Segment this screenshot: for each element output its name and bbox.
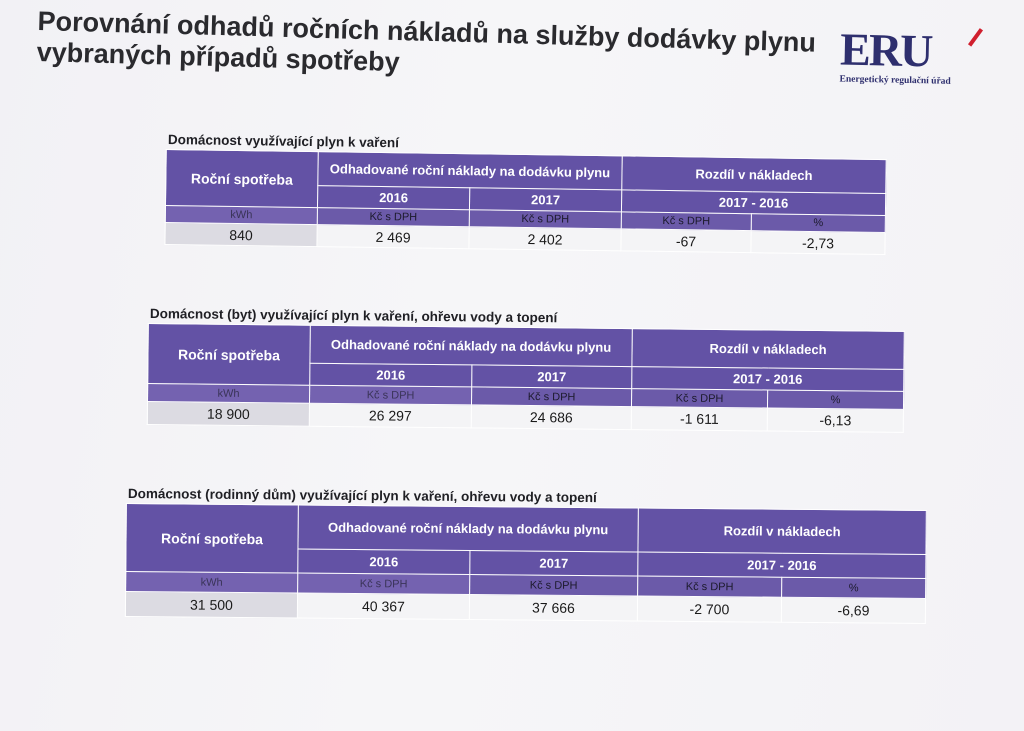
eru-logo: ERU Energetický regulační úřad xyxy=(839,23,985,95)
unit-czk: Kč s DPH xyxy=(631,388,768,408)
cell-consumption: 18 900 xyxy=(147,401,310,427)
cell-diff-percent: -6,69 xyxy=(781,597,926,624)
cost-table: Roční spotřeba Odhadované roční náklady … xyxy=(147,323,905,433)
cell-diff-percent: -6,13 xyxy=(767,407,904,433)
header-estimated-costs: Odhadované roční náklady na dodávku plyn… xyxy=(317,151,623,190)
header-annual-consumption: Roční spotřeba xyxy=(165,149,319,208)
cell-cost-2016: 40 367 xyxy=(297,593,470,620)
cell-cost-2016: 26 297 xyxy=(309,403,472,428)
cost-table: Roční spotřeba Odhadované roční náklady … xyxy=(125,503,927,624)
header-annual-consumption: Roční spotřeba xyxy=(147,323,311,386)
unit-czk: Kč s DPH xyxy=(309,385,472,405)
table-block-cooking: Domácnost využívající plyn k vaření Ročn… xyxy=(164,132,887,255)
unit-percent: % xyxy=(781,577,926,599)
cell-consumption: 31 500 xyxy=(125,591,298,619)
cell-cost-2016: 2 469 xyxy=(316,224,470,249)
unit-czk: Kč s DPH xyxy=(317,207,470,227)
cell-diff-percent: -2,73 xyxy=(750,230,886,255)
header-estimated-costs: Odhadované roční náklady na dodávku plyn… xyxy=(309,325,633,367)
unit-czk: Kč s DPH xyxy=(469,574,638,596)
header-annual-consumption: Roční spotřeba xyxy=(125,503,299,574)
unit-kwh: kWh xyxy=(165,205,318,225)
header-cost-difference: Rozdíl v nákladech xyxy=(637,507,927,555)
unit-kwh: kWh xyxy=(125,571,298,594)
table-block-apartment: Domácnost (byt) využívající plyn k vařen… xyxy=(147,306,905,433)
unit-czk: Kč s DPH xyxy=(637,575,782,598)
cell-diff-czk: -1 611 xyxy=(631,406,768,431)
cell-cost-2017: 24 686 xyxy=(471,404,632,430)
unit-czk: Kč s DPH xyxy=(297,573,470,595)
logo-subtitle: Energetický regulační úřad xyxy=(839,74,951,87)
logo-accent-icon xyxy=(967,28,984,47)
unit-czk: Kč s DPH xyxy=(621,211,752,231)
header-year-2017: 2017 xyxy=(471,364,632,389)
header-cost-difference: Rozdíl v nákladech xyxy=(621,155,887,194)
unit-kwh: kWh xyxy=(147,383,310,404)
cell-cost-2017: 2 402 xyxy=(468,226,622,251)
header-cost-difference: Rozdíl v nákladech xyxy=(631,328,905,370)
header-year-2016: 2016 xyxy=(317,185,470,210)
header-period: 2017 - 2016 xyxy=(637,551,926,579)
unit-percent: % xyxy=(767,389,904,410)
cell-consumption: 840 xyxy=(164,222,318,247)
cell-cost-2017: 37 666 xyxy=(469,594,638,621)
header-year-2017: 2017 xyxy=(469,187,622,212)
unit-czk: Kč s DPH xyxy=(469,209,622,229)
cell-diff-czk: -67 xyxy=(620,228,752,253)
cell-diff-czk: -2 700 xyxy=(637,595,782,623)
logo-mark: ERU xyxy=(839,23,932,77)
header-year-2017: 2017 xyxy=(469,550,638,576)
header-year-2016: 2016 xyxy=(309,363,472,387)
unit-percent: % xyxy=(751,213,886,233)
slide-title: Porovnání odhadů ročních nákladů na služ… xyxy=(36,6,817,78)
header-period: 2017 - 2016 xyxy=(631,366,904,392)
header-estimated-costs: Odhadované roční náklady na dodávku plyn… xyxy=(297,505,639,552)
table-block-house: Domácnost (rodinný dům) využívající plyn… xyxy=(125,486,927,624)
cost-table: Roční spotřeba Odhadované roční náklady … xyxy=(164,149,887,255)
header-year-2016: 2016 xyxy=(297,549,470,575)
unit-czk: Kč s DPH xyxy=(471,386,632,407)
